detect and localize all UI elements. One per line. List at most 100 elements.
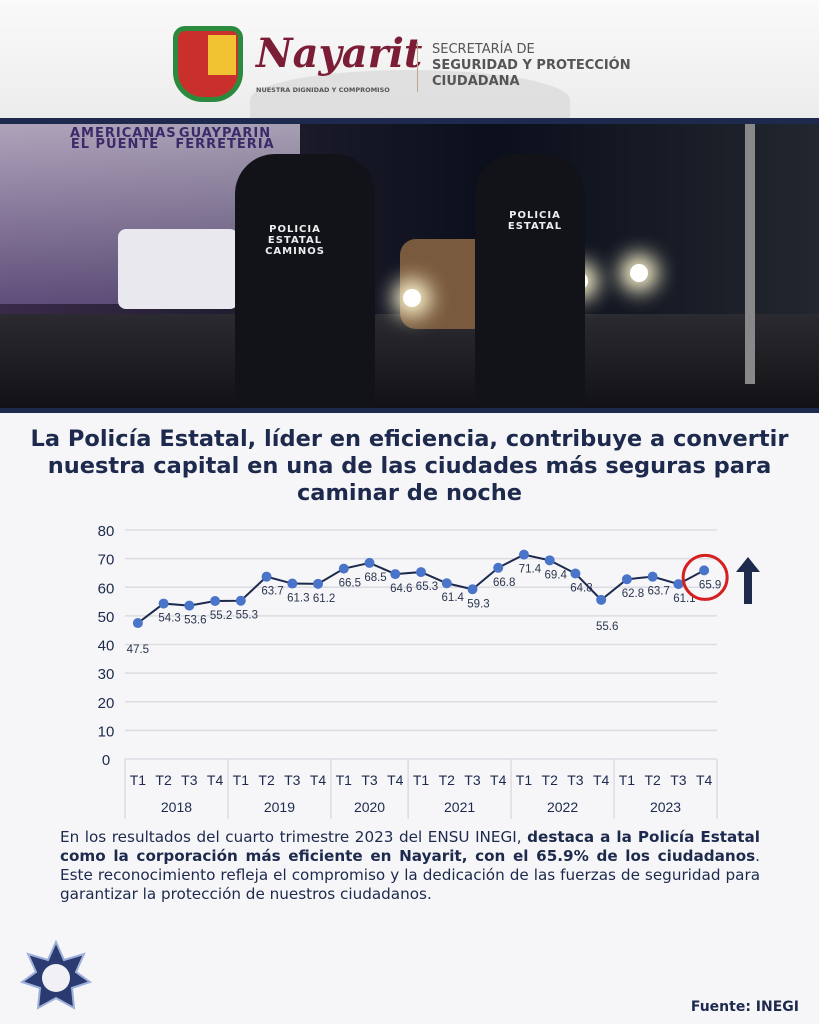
headlight: [630, 264, 648, 282]
police-truck: [118, 229, 238, 309]
data-label: 65.3: [416, 581, 438, 593]
night-police-photo: AMERICANAS EL PUENTE GUAYPARIN FERRETERI…: [0, 124, 819, 408]
data-point: [416, 567, 426, 578]
x-tick-label: T1: [619, 772, 636, 788]
data-label: 55.6: [596, 621, 618, 633]
data-point: [158, 598, 169, 609]
data-label: 64.6: [390, 583, 412, 595]
header-divider: [417, 42, 418, 92]
road: [0, 314, 819, 408]
data-label: 63.7: [261, 586, 283, 598]
nayarit-coat-of-arms-logo: [173, 26, 243, 102]
data-label: 62.8: [622, 588, 644, 600]
headlight: [403, 289, 421, 307]
quarterly-line-chart: 0 10 20 30 40 50 60 70 80 T1 T2 T3 T4 2018 T1 T2 T3 T4 201…: [98, 523, 760, 819]
store-sign: GUAYPARIN FERRETERIA: [175, 126, 275, 152]
year-label: 2022: [547, 799, 578, 815]
up-arrow-icon: [736, 557, 760, 604]
headline: La Policía Estatal, líder en eficiencia,…: [30, 426, 789, 506]
year-label: 2023: [650, 799, 681, 815]
secretaria-name: SECRETARÍA DE SEGURIDAD Y PROTECCIÓN CIU…: [432, 42, 631, 89]
x-tick-label: T1: [516, 772, 533, 788]
data-point: [647, 571, 658, 582]
officer-label: POLICIA ESTATAL CAMINOS: [265, 224, 325, 257]
data-point: [493, 562, 504, 573]
data-label: 61.4: [442, 592, 465, 604]
x-tick-label: T1: [233, 772, 250, 788]
data-point: [699, 565, 710, 576]
x-tick-label: T4: [593, 772, 610, 788]
data-point: [596, 594, 607, 605]
x-tick-label: T4: [310, 772, 327, 788]
data-label: 64.8: [570, 583, 592, 595]
police-star-badge: [20, 940, 92, 1010]
x-tick-label: T4: [387, 772, 404, 788]
data-point: [235, 595, 246, 606]
data-label: 55.3: [236, 610, 258, 622]
data-label: 66.5: [339, 578, 361, 590]
x-tick-label: T2: [155, 772, 172, 788]
y-tick-label: 40: [98, 638, 115, 655]
brand-tagline: NUESTRA DIGNIDAD Y COMPROMISO: [256, 86, 390, 94]
x-tick-label: T4: [490, 772, 507, 788]
header: Nayarit NUESTRA DIGNIDAD Y COMPROMISO SE…: [0, 0, 819, 130]
y-tick-label: 70: [98, 552, 115, 569]
data-label: 53.6: [184, 615, 206, 627]
pole: [745, 124, 755, 384]
x-tick-label: T3: [284, 772, 301, 788]
y-tick-label: 50: [98, 609, 115, 626]
year-label: 2020: [354, 799, 385, 815]
x-tick-label: T4: [696, 772, 713, 788]
data-point: [364, 557, 375, 568]
data-point: [261, 571, 272, 582]
police-officer: [475, 154, 585, 408]
police-officer: [235, 154, 375, 408]
officer-label: POLICIA ESTATAL: [507, 210, 563, 232]
x-tick-label: T2: [542, 772, 559, 788]
data-point: [544, 555, 555, 566]
x-tick-label: T3: [567, 772, 584, 788]
data-label: 54.3: [158, 613, 180, 625]
data-label: 61.2: [313, 593, 335, 605]
data-point: [390, 569, 401, 580]
y-tick-label: 60: [98, 580, 115, 597]
x-tick-label: T3: [464, 772, 481, 788]
y-tick-label: 30: [98, 666, 115, 683]
source-note: Fuente: INEGI: [690, 999, 799, 1015]
x-tick-label: T3: [181, 772, 198, 788]
year-label: 2018: [161, 799, 192, 815]
data-point: [570, 568, 581, 579]
x-tick-label: T1: [130, 772, 147, 788]
data-label: 65.9: [699, 579, 721, 591]
y-tick-label: 0: [102, 752, 110, 769]
paragraph-text: En los resultados del cuarto trimestre 2…: [60, 828, 528, 846]
data-point: [184, 600, 195, 611]
data-point: [338, 563, 349, 574]
header-band: [0, 118, 819, 124]
data-point: [210, 595, 221, 606]
data-label: 55.2: [210, 610, 232, 622]
y-tick-label: 80: [98, 523, 115, 540]
data-label: 71.4: [519, 564, 542, 576]
data-point: [132, 618, 143, 629]
data-label: 63.7: [647, 586, 669, 598]
photo-band: [0, 408, 819, 413]
x-tick-label: T4: [207, 772, 224, 788]
data-point: [673, 579, 684, 590]
x-tick-label: T3: [361, 772, 378, 788]
x-tick-label: T2: [644, 772, 661, 788]
data-point: [441, 578, 452, 589]
data-label: 68.5: [364, 572, 386, 584]
data-label: 69.4: [545, 569, 568, 581]
description-paragraph: En los resultados del cuarto trimestre 2…: [60, 828, 760, 904]
data-point: [518, 549, 529, 560]
nayarit-brand-logo: Nayarit: [256, 30, 423, 77]
year-label: 2019: [264, 799, 295, 815]
data-point: [313, 578, 324, 589]
paragraph-highlight: destaca a la Policía Estatal como la cor…: [60, 828, 760, 865]
highlight-circle: [681, 553, 729, 601]
data-point: [467, 584, 478, 595]
data-label: 47.5: [127, 644, 149, 656]
y-tick-label: 10: [98, 723, 115, 740]
data-label: 61.3: [287, 593, 309, 605]
